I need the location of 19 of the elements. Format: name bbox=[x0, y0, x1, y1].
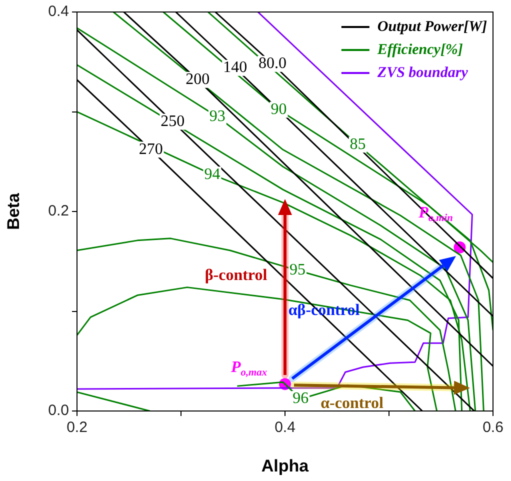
x-tick-label: 0.2 bbox=[66, 419, 88, 436]
y-axis-title: Beta bbox=[4, 192, 23, 230]
legend-label: Output Power[W] bbox=[377, 18, 488, 35]
y-tick-label: 0.2 bbox=[48, 202, 69, 220]
annotation: 95 bbox=[289, 262, 306, 279]
x-axis-title: Alpha bbox=[261, 456, 310, 476]
y-tick-label: 0.4 bbox=[48, 3, 69, 20]
y-tick-label: 0.0 bbox=[48, 402, 69, 420]
annotation: 93 bbox=[209, 108, 226, 125]
x-tick-label: 0.6 bbox=[482, 419, 504, 436]
annotation: 90 bbox=[270, 100, 287, 118]
x-tick-label: 0.4 bbox=[274, 419, 296, 436]
annotation: α-control bbox=[320, 395, 384, 412]
legend-label: Efficiency[%] bbox=[376, 42, 463, 58]
legend-label: ZVS boundary bbox=[376, 64, 468, 81]
annotation: 94 bbox=[204, 166, 220, 183]
annotation: 96 bbox=[292, 390, 309, 408]
annotation: 85 bbox=[350, 136, 366, 153]
annotation: β-control bbox=[204, 267, 268, 284]
